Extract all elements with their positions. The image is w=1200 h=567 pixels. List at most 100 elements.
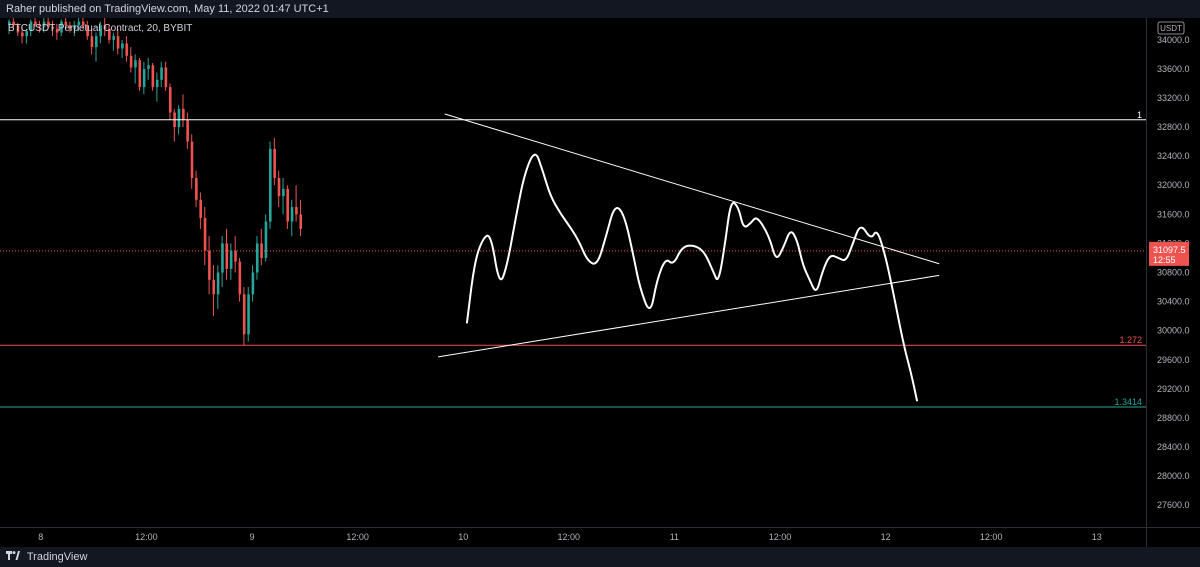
candle bbox=[138, 60, 142, 88]
candle bbox=[68, 25, 72, 29]
candle bbox=[12, 21, 15, 26]
candle bbox=[99, 25, 102, 37]
x-tick-label: 12:00 bbox=[346, 532, 369, 542]
candle bbox=[142, 68, 146, 88]
candle bbox=[264, 221, 268, 258]
candle bbox=[134, 60, 137, 68]
current-price-value: 31097.5 bbox=[1153, 245, 1186, 255]
candle bbox=[42, 21, 46, 27]
current-price-countdown: 12:55 bbox=[1153, 255, 1176, 265]
x-tick-label: 12:00 bbox=[135, 532, 158, 542]
y-tick-label: 33600.0 bbox=[1157, 64, 1190, 74]
y-tick-label: 30800.0 bbox=[1157, 268, 1190, 278]
candle bbox=[282, 188, 285, 197]
y-tick-label: 29600.0 bbox=[1157, 355, 1190, 365]
symbol-label: BTCUSDT Perpetual Contract, 20, BYBIT bbox=[8, 23, 193, 34]
candle bbox=[51, 26, 55, 29]
candle bbox=[155, 79, 159, 88]
candle bbox=[129, 55, 133, 68]
candle bbox=[190, 141, 194, 178]
publish-header: Raher published on TradingView.com, May … bbox=[0, 0, 1200, 18]
candle bbox=[216, 272, 220, 295]
candle bbox=[290, 207, 294, 222]
y-tick-label: 28400.0 bbox=[1157, 442, 1190, 452]
x-tick-label: 12:00 bbox=[980, 532, 1003, 542]
candle bbox=[212, 279, 216, 295]
candle bbox=[112, 36, 115, 40]
candle bbox=[25, 31, 28, 37]
y-tick-label: 27600.0 bbox=[1157, 500, 1190, 510]
candle bbox=[34, 21, 37, 26]
fib-level-label: 1.3414 bbox=[1114, 397, 1142, 407]
y-tick-label: 30000.0 bbox=[1157, 326, 1190, 336]
candle bbox=[151, 65, 155, 88]
candle bbox=[116, 36, 120, 49]
x-tick-label: 12:00 bbox=[769, 532, 792, 542]
candle bbox=[295, 207, 298, 215]
candle bbox=[81, 21, 85, 26]
candle bbox=[60, 21, 63, 33]
price-axis bbox=[1146, 18, 1200, 527]
candle bbox=[29, 21, 33, 32]
x-tick-label: 10 bbox=[458, 532, 468, 542]
candle bbox=[103, 25, 107, 29]
fib-level-label: 1 bbox=[1137, 110, 1142, 120]
candle bbox=[234, 250, 237, 262]
y-tick-label: 29200.0 bbox=[1157, 384, 1190, 394]
candle bbox=[208, 250, 211, 280]
candle bbox=[203, 217, 207, 251]
candle bbox=[95, 36, 98, 48]
y-tick-label: 33200.0 bbox=[1157, 93, 1190, 103]
candle bbox=[90, 36, 94, 48]
candle bbox=[8, 21, 11, 26]
y-tick-label: 34000.0 bbox=[1157, 35, 1190, 45]
candle bbox=[221, 243, 224, 273]
x-tick-label: 8 bbox=[38, 532, 43, 542]
candle bbox=[269, 148, 272, 222]
trendline-upper bbox=[444, 113, 940, 265]
candle bbox=[73, 25, 76, 29]
candle bbox=[168, 87, 172, 113]
fib-level-label: 1.272 bbox=[1119, 335, 1142, 345]
candle bbox=[186, 119, 189, 142]
tradingview-logo-icon bbox=[6, 547, 20, 567]
candle bbox=[242, 294, 246, 335]
candle bbox=[121, 43, 124, 49]
candle bbox=[16, 25, 20, 33]
candle bbox=[164, 67, 168, 88]
x-tick-label: 12 bbox=[881, 532, 891, 542]
candle bbox=[277, 177, 281, 197]
candle bbox=[64, 21, 68, 26]
candle bbox=[199, 199, 202, 218]
projected-path bbox=[465, 153, 919, 402]
candle bbox=[77, 21, 81, 26]
x-tick-label: 13 bbox=[1092, 532, 1102, 542]
footer-brand: TradingView bbox=[26, 551, 88, 563]
publish-info: Raher published on TradingView.com, May … bbox=[6, 3, 329, 15]
candle bbox=[108, 28, 111, 40]
x-tick-label: 12:00 bbox=[558, 532, 581, 542]
y-tick-label: 28800.0 bbox=[1157, 413, 1190, 423]
candle bbox=[38, 25, 42, 27]
candle bbox=[225, 243, 229, 269]
candle bbox=[251, 272, 255, 295]
candle bbox=[247, 294, 250, 335]
candle bbox=[299, 214, 303, 229]
x-tick-label: 9 bbox=[249, 532, 254, 542]
candle bbox=[195, 177, 198, 200]
candle bbox=[147, 65, 150, 69]
y-tick-label: 32000.0 bbox=[1157, 180, 1190, 190]
candle bbox=[255, 243, 259, 273]
candle bbox=[238, 261, 242, 295]
candle bbox=[286, 188, 289, 222]
candle bbox=[55, 28, 59, 33]
candle bbox=[273, 148, 276, 178]
y-tick-label: 28000.0 bbox=[1157, 471, 1190, 481]
y-tick-label: 32800.0 bbox=[1157, 122, 1190, 132]
candle bbox=[229, 250, 233, 269]
candle bbox=[125, 43, 129, 56]
candle bbox=[21, 32, 24, 37]
y-tick-label: 30400.0 bbox=[1157, 297, 1190, 307]
candle bbox=[86, 25, 89, 37]
